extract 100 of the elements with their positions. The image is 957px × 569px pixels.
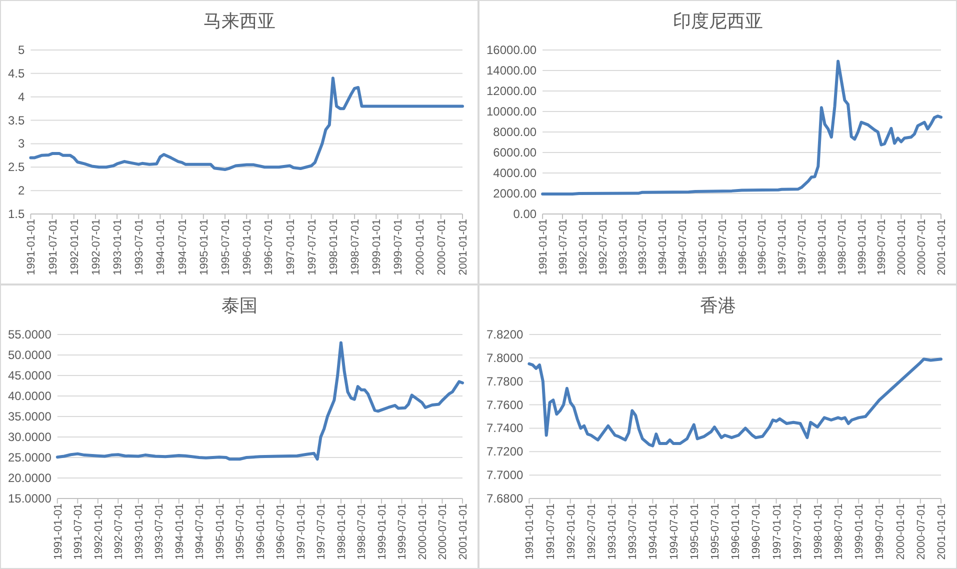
x-tick-label: 1994-07-01 — [668, 504, 680, 560]
y-tick-label: 3 — [18, 136, 25, 151]
x-tick-label: 1992-01-01 — [68, 219, 81, 276]
y-tick-label: 7.7000 — [486, 468, 524, 482]
x-tick-label: 1998-07-01 — [350, 219, 362, 276]
x-tick-label: 1998-07-01 — [836, 219, 848, 276]
y-tick-label: 7.7800 — [486, 374, 524, 388]
x-tick-label: 1996-01-01 — [736, 219, 749, 276]
y-tick-label: 2 — [18, 184, 25, 198]
x-tick-label: 1995-07-01 — [710, 504, 722, 560]
y-tick-label: 7.7600 — [486, 398, 524, 412]
x-tick-label: 1994-07-01 — [677, 219, 690, 276]
x-tick-label: 1997-01-01 — [284, 219, 297, 276]
x-tick-label: 1993-07-01 — [154, 504, 166, 560]
x-tick-label: 1991-07-01 — [544, 504, 557, 560]
x-tick-label: 1997-01-01 — [771, 504, 784, 560]
x-tick-label: 2000-07-01 — [915, 504, 928, 560]
x-tick-label: 1991-01-01 — [52, 504, 64, 560]
y-tick-label: 1.5 — [8, 207, 26, 221]
x-tick-label: 2000-07-01 — [436, 219, 448, 276]
x-tick-label: 1993-01-01 — [617, 219, 630, 276]
x-tick-label: 2001-01-01 — [458, 504, 470, 560]
x-tick-label: 1995-01-01 — [214, 504, 226, 560]
x-tick-label: 1995-01-01 — [198, 219, 210, 276]
x-tick-label: 1996-01-01 — [242, 219, 254, 276]
x-tick-label: 2000-01-01 — [414, 219, 426, 276]
x-tick-label: 1991-01-01 — [538, 219, 550, 276]
y-tick-label: 40.0000 — [8, 389, 52, 403]
x-tick-label: 1999-01-01 — [376, 504, 388, 560]
x-tick-label: 1996-07-01 — [263, 219, 276, 276]
line-series — [528, 358, 942, 448]
x-tick-label: 1994-01-01 — [648, 504, 660, 560]
y-tick-label: 7.6800 — [486, 492, 524, 506]
x-tick-label: 1993-07-01 — [134, 219, 146, 276]
x-tick-label: 1999-01-01 — [856, 219, 868, 276]
x-tick-label: 1997-07-01 — [796, 219, 809, 276]
x-tick-label: 2001-01-01 — [936, 504, 948, 560]
y-tick-label: 7.8200 — [486, 328, 524, 342]
y-tick-label: 7.8000 — [486, 350, 524, 365]
x-tick-label: 1998-07-01 — [356, 504, 368, 560]
y-tick-label: 30.0000 — [8, 430, 52, 444]
x-tick-label: 1993-07-01 — [627, 504, 640, 560]
y-tick-label: 4000.00 — [493, 166, 537, 180]
chart-title: 泰国 — [221, 296, 258, 316]
x-tick-label: 1996-07-01 — [275, 504, 288, 560]
x-tick-label: 1999-07-01 — [874, 504, 886, 560]
chart-title: 马来西亚 — [203, 11, 276, 31]
x-tick-label: 2001-01-01 — [458, 219, 470, 276]
x-tick-label: 1992-07-01 — [597, 219, 610, 276]
chart-title: 印度尼西亚 — [672, 11, 763, 31]
x-tick-label: 1998-01-01 — [816, 219, 828, 276]
x-tick-label: 1992-07-01 — [90, 219, 102, 276]
y-tick-label: 7.7400 — [486, 421, 524, 436]
y-tick-label: 20.0000 — [8, 471, 52, 485]
x-tick-label: 1994-01-01 — [155, 219, 168, 276]
x-tick-label: 1992-01-01 — [577, 219, 590, 276]
x-tick-label: 2000-07-01 — [437, 504, 450, 560]
x-tick-label: 1995-07-01 — [234, 504, 247, 560]
x-tick-label: 1991-01-01 — [524, 504, 536, 560]
y-tick-label: 0.00 — [513, 207, 537, 221]
chart-title: 香港 — [700, 296, 736, 316]
x-tick-label: 1991-07-01 — [47, 219, 60, 276]
y-tick-label: 45.0000 — [8, 368, 52, 382]
y-tick-label: 4 — [18, 90, 25, 104]
y-tick-label: 2.5 — [8, 160, 26, 174]
x-tick-label: 1996-07-01 — [756, 219, 769, 276]
x-tick-label: 1993-01-01 — [133, 504, 146, 560]
line-series — [541, 60, 942, 196]
x-tick-label: 1995-01-01 — [696, 219, 709, 276]
line-series — [56, 341, 464, 461]
y-tick-label: 16000.00 — [486, 43, 537, 57]
x-tick-label: 1991-07-01 — [72, 504, 85, 560]
y-tick-label: 25.0000 — [8, 450, 52, 464]
x-tick-label: 1991-07-01 — [557, 219, 570, 276]
x-tick-label: 1996-01-01 — [254, 504, 267, 560]
x-tick-label: 1997-01-01 — [295, 504, 308, 560]
y-tick-label: 12000.00 — [486, 84, 537, 98]
y-tick-label: 8000.00 — [493, 125, 537, 139]
y-tick-label: 4.5 — [8, 66, 26, 80]
y-tick-label: 14000.00 — [486, 64, 537, 78]
y-tick-label: 15.0000 — [8, 492, 52, 506]
y-tick-label: 10000.00 — [486, 104, 537, 118]
x-tick-label: 1998-01-01 — [336, 504, 348, 560]
x-tick-label: 1991-01-01 — [26, 219, 38, 276]
y-tick-label: 50.0000 — [8, 348, 52, 362]
x-tick-label: 1994-01-01 — [657, 219, 670, 276]
x-tick-label: 2000-07-01 — [916, 219, 928, 276]
x-tick-label: 1999-01-01 — [854, 504, 866, 560]
x-tick-label: 2000-01-01 — [894, 504, 907, 560]
x-tick-label: 1996-01-01 — [730, 504, 742, 560]
x-tick-label: 1999-07-01 — [392, 219, 405, 276]
y-tick-label: 3.5 — [8, 113, 26, 128]
x-tick-label: 1994-07-01 — [194, 504, 206, 560]
x-tick-label: 1997-07-01 — [306, 219, 318, 276]
x-tick-label: 2001-01-01 — [936, 219, 948, 276]
x-tick-label: 1997-07-01 — [316, 504, 328, 560]
x-tick-label: 1992-07-01 — [586, 504, 598, 560]
x-tick-label: 1999-01-01 — [371, 219, 384, 276]
x-tick-label: 1998-01-01 — [812, 504, 824, 560]
x-tick-label: 1998-07-01 — [833, 504, 846, 560]
